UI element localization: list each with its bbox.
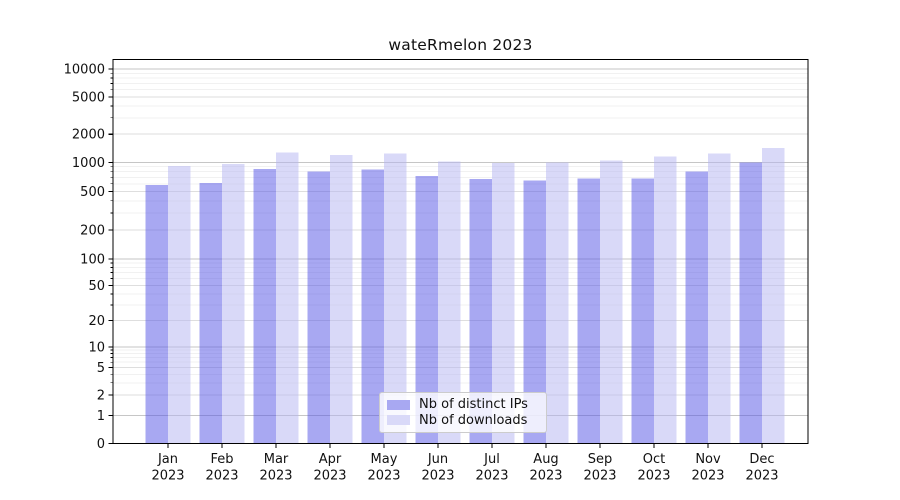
- x-tick-label-year: 2023: [421, 469, 454, 484]
- x-tick-label-year: 2023: [475, 469, 508, 484]
- legend-swatch-downloads: [387, 415, 410, 426]
- bar-distinct-ips-mar: [253, 169, 276, 444]
- bar-downloads-may: [384, 153, 407, 444]
- bar-distinct-ips-jul: [469, 179, 492, 444]
- y-tick-label: 10: [88, 341, 105, 356]
- x-tick-label-year: 2023: [529, 469, 562, 484]
- x-tick-label-month: May: [371, 452, 398, 467]
- bar-downloads-feb: [222, 164, 245, 444]
- bar-downloads-mar: [276, 152, 299, 444]
- bar-distinct-ips-oct: [631, 178, 654, 444]
- bar-downloads-nov: [708, 153, 731, 444]
- x-tick-label-month: Sep: [588, 452, 613, 467]
- bar-distinct-ips-feb: [199, 183, 222, 444]
- x-tick-label-year: 2023: [691, 469, 724, 484]
- legend-label-downloads: Nb of downloads: [419, 412, 528, 428]
- legend: Nb of distinct IPs Nb of downloads: [379, 392, 547, 433]
- x-tick-label-year: 2023: [313, 469, 346, 484]
- bar-downloads-sep: [600, 160, 623, 444]
- y-tick-label: 50: [88, 279, 105, 294]
- legend-item-distinct-ips: Nb of distinct IPs: [387, 397, 538, 413]
- x-tick-label-year: 2023: [745, 469, 778, 484]
- x-tick-label-year: 2023: [205, 469, 238, 484]
- plot-frame: [112, 58, 809, 445]
- y-tick-label: 2000: [72, 128, 105, 143]
- bar-downloads-jun: [438, 161, 461, 444]
- bar-downloads-oct: [654, 156, 677, 444]
- bar-downloads-apr: [330, 154, 353, 444]
- bar-distinct-ips-sep: [577, 178, 600, 444]
- bar-downloads-jul: [492, 163, 515, 444]
- bar-downloads-aug: [546, 162, 569, 444]
- y-tick-label: 1: [97, 409, 105, 424]
- y-tick-label: 10000: [64, 63, 105, 78]
- bar-distinct-ips-jun: [415, 176, 438, 444]
- legend-label-distinct-ips: Nb of distinct IPs: [419, 397, 528, 413]
- y-tick-label: 5: [97, 361, 105, 376]
- bar-distinct-ips-dec: [739, 162, 762, 444]
- x-tick-label-month: Dec: [749, 452, 774, 467]
- x-tick-label-year: 2023: [637, 469, 670, 484]
- y-tick-label: 200: [80, 223, 105, 238]
- x-tick-label-month: Mar: [264, 452, 289, 467]
- x-tick-label-year: 2023: [367, 469, 400, 484]
- legend-item-downloads: Nb of downloads: [387, 413, 538, 429]
- y-tick-label: 20: [88, 314, 105, 329]
- x-tick-label-year: 2023: [259, 469, 292, 484]
- x-tick-label-month: Jan: [157, 452, 178, 467]
- y-tick-label: 1000: [72, 156, 105, 171]
- x-tick-label-year: 2023: [151, 469, 184, 484]
- y-tick-label: 5000: [72, 91, 105, 106]
- bar-distinct-ips-nov: [685, 171, 708, 444]
- x-tick-label-month: Oct: [643, 452, 665, 467]
- y-tick-label: 500: [80, 185, 105, 200]
- x-tick-label-month: Apr: [319, 452, 342, 467]
- x-tick-label-month: Aug: [533, 452, 558, 467]
- bar-downloads-jan: [168, 165, 191, 444]
- legend-swatch-distinct-ips: [387, 399, 410, 410]
- x-tick-label-month: Feb: [210, 452, 233, 467]
- bar-distinct-ips-jan: [145, 185, 168, 444]
- y-tick-label: 0: [97, 437, 105, 452]
- x-tick-label-month: Nov: [695, 452, 721, 467]
- bar-distinct-ips-aug: [523, 180, 546, 444]
- chart-title: wateRmelon 2023: [388, 36, 533, 54]
- y-tick-label: 2: [97, 388, 105, 403]
- x-tick-label-month: Jun: [427, 452, 448, 467]
- y-tick-label: 100: [80, 253, 105, 268]
- bar-distinct-ips-may: [361, 169, 384, 444]
- x-tick-label-month: Jul: [483, 452, 500, 467]
- x-tick-label-year: 2023: [583, 469, 616, 484]
- bar-distinct-ips-apr: [307, 171, 330, 444]
- bar-downloads-dec: [762, 148, 785, 444]
